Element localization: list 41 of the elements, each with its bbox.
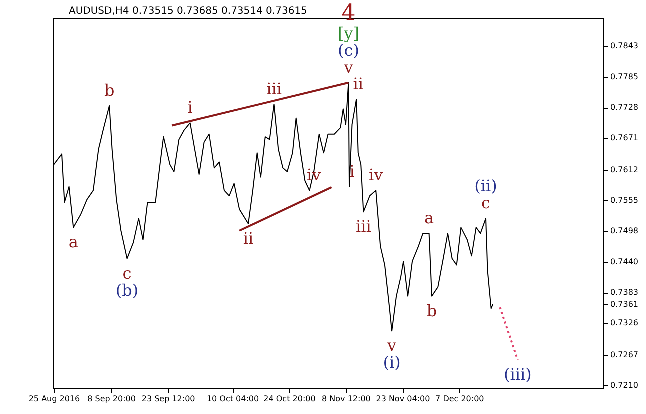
annotation: a — [68, 232, 79, 252]
y-tick-label: 0.7671 — [610, 134, 638, 143]
y-tick-label: 0.7210 — [610, 380, 638, 390]
chart-title: AUDUSD,H4 0.73515 0.73685 0.73514 0.73615 — [69, 6, 308, 17]
y-tick-label: 0.7498 — [610, 226, 638, 236]
annotation: iii — [266, 79, 282, 98]
annotation: v — [343, 58, 354, 77]
x-tick-label: 25 Aug 2016 — [28, 394, 80, 404]
annotation: ii — [353, 74, 364, 94]
annotation: (ii) — [474, 176, 498, 196]
y-tick-label: 0.7440 — [610, 257, 638, 266]
annotation: (i) — [383, 353, 401, 372]
annotation: (iii) — [504, 365, 532, 384]
y-tick-label: 0.7728 — [610, 103, 638, 112]
y-tick-label: 0.7383 — [610, 288, 638, 298]
x-tick-label: 7 Dec 20:00 — [436, 394, 484, 404]
y-tick-label: 0.7326 — [610, 318, 638, 328]
x-tick-label: 8 Nov 12:00 — [322, 394, 371, 404]
x-tick-label: 10 Oct 04:00 — [206, 394, 260, 404]
x-tick-label: 8 Sep 20:00 — [88, 394, 136, 404]
annotation: i — [188, 98, 193, 118]
annotation: b — [426, 301, 438, 320]
annotation: iv — [369, 166, 384, 185]
annotation: b — [104, 80, 115, 100]
annotation: [y] — [338, 24, 360, 43]
annotation: c — [122, 264, 132, 283]
annotation: ii — [243, 228, 254, 248]
annotation: (b) — [116, 280, 139, 300]
y-tick-label: 0.7612 — [610, 165, 638, 174]
y-tick-label: 0.7785 — [610, 72, 638, 82]
y-tick-label: 0.7267 — [610, 350, 638, 360]
x-tick-label: 24 Oct 20:00 — [264, 394, 316, 404]
y-tick-label: 0.7361 — [610, 300, 638, 309]
x-tick-label: 23 Nov 04:00 — [376, 394, 430, 404]
y-tick-label: 0.7555 — [610, 196, 638, 205]
annotation: v — [386, 336, 397, 356]
annotation: a — [424, 208, 435, 228]
annotation: iii — [356, 217, 372, 236]
y-tick-label: 0.7843 — [610, 41, 638, 50]
annotation: c — [482, 194, 491, 213]
x-tick-label: 23 Sep 12:00 — [142, 394, 196, 404]
